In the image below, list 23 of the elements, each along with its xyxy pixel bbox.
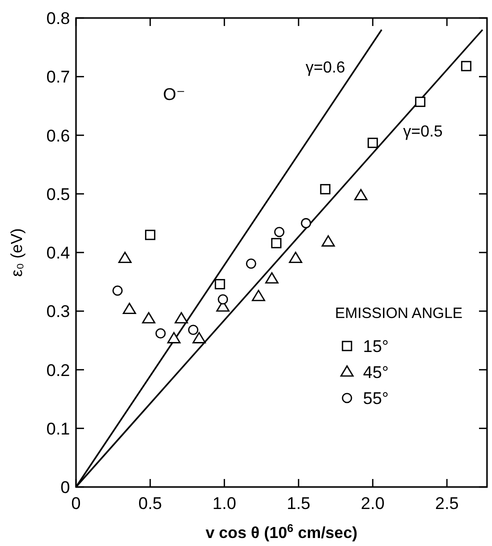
y-tick-label: 0.1 (46, 419, 70, 438)
y-tick-label: 0.7 (46, 68, 70, 87)
x-tick-label: 0.5 (138, 494, 162, 513)
y-tick-label: 0.8 (46, 9, 70, 28)
series-label: γ=0.5 (403, 123, 443, 140)
legend-label: 15° (363, 337, 389, 356)
legend-title: EMISSION ANGLE (335, 305, 463, 322)
x-tick-label: 1.5 (286, 494, 310, 513)
y-tick-label: 0.6 (46, 126, 70, 146)
y-tick-label: 0.4 (46, 244, 70, 262)
series-label: γ=0.6 (306, 59, 346, 76)
y-tick-label: 0.2 (46, 360, 70, 380)
y-tick-label: 0.5 (46, 184, 70, 204)
x-axis-title: v cos θ (10$^{6}$ cm/sec) (206, 523, 358, 542)
x-tick-label: 2.0 (360, 494, 385, 513)
y-axis-title: ε₀ (eV) (9, 228, 26, 277)
annotation: O⁻ (163, 85, 186, 104)
y-tick-label: 0.3 (46, 302, 70, 322)
y-tick-label: 0 (60, 478, 70, 497)
x-tick-label: 1.0 (212, 494, 236, 513)
legend-label: 45° (363, 363, 389, 382)
legend-label: 55° (363, 389, 389, 408)
x-tick-label: 2.5 (435, 494, 459, 513)
